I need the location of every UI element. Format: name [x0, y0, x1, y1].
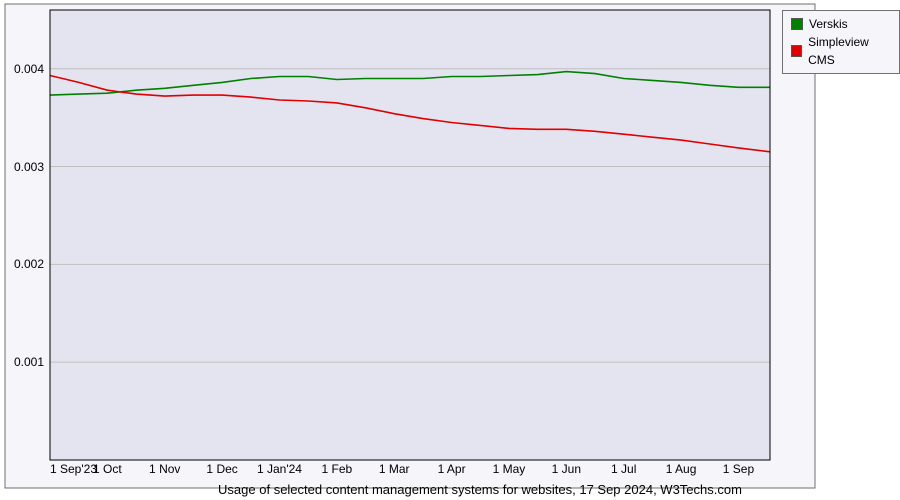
- x-tick-label: 1 Jul: [611, 462, 636, 476]
- y-tick-label: 0.003: [0, 160, 44, 174]
- chart-svg: [0, 0, 900, 500]
- x-tick-label: 1 Apr: [438, 462, 466, 476]
- legend-label: Verskis: [809, 15, 848, 33]
- x-axis-labels: 1 Sep'231 Oct 1 Nov 1 Dec 1 Jan'24 1 Feb 1 Ma…: [0, 462, 900, 482]
- legend-label: Simpleview CMS: [808, 33, 891, 69]
- chart-caption: Usage of selected content management sys…: [60, 482, 900, 497]
- legend-item: Verskis: [791, 15, 891, 33]
- x-tick-label: 1 Jan'24: [257, 462, 302, 476]
- y-axis-labels: 0.001 0.002 0.003 0.004: [0, 0, 44, 500]
- x-tick-label: 1 Jun: [552, 462, 581, 476]
- legend-item: Simpleview CMS: [791, 33, 891, 69]
- x-tick-label: 1 Oct: [93, 462, 122, 476]
- plot-area: [50, 10, 770, 460]
- y-tick-label: 0.004: [0, 62, 44, 76]
- chart-container: 0.0010.0020.0030.004 1 Sep'231 Oct1 Nov1…: [0, 0, 900, 500]
- legend-swatch: [791, 18, 803, 30]
- x-tick-label: 1 Mar: [379, 462, 410, 476]
- x-tick-label: 1 Feb: [322, 462, 353, 476]
- x-tick-label: 1 Nov: [149, 462, 180, 476]
- legend-swatch: [791, 45, 802, 57]
- y-tick-label: 0.002: [0, 257, 44, 271]
- x-tick-label: 1 Sep: [723, 462, 754, 476]
- legend: VerskisSimpleview CMS: [782, 10, 900, 74]
- x-tick-label: 1 Aug: [666, 462, 697, 476]
- y-tick-label: 0.001: [0, 355, 44, 369]
- x-tick-label: 1 Sep'23: [50, 462, 97, 476]
- x-tick-label: 1 Dec: [206, 462, 237, 476]
- x-tick-label: 1 May: [493, 462, 526, 476]
